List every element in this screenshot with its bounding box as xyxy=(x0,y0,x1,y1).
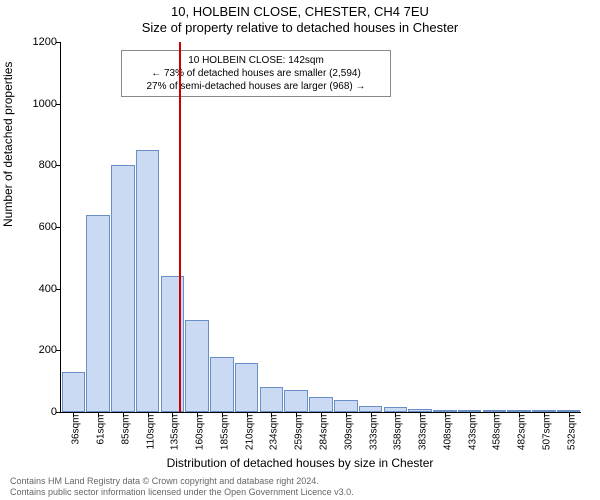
xtick-label: 532sqm xyxy=(566,415,577,451)
histogram-bar xyxy=(210,357,234,413)
xtick-label: 507sqm xyxy=(541,415,552,451)
xtick-label: 309sqm xyxy=(343,415,354,451)
xtick-label: 61sqm xyxy=(96,415,107,445)
xtick-label: 358sqm xyxy=(393,415,404,451)
ytick-label: 1200 xyxy=(27,36,57,48)
annotation-line2: ← 73% of detached houses are smaller (2,… xyxy=(128,67,384,80)
histogram-bar xyxy=(86,215,110,412)
title-address: 10, HOLBEIN CLOSE, CHESTER, CH4 7EU xyxy=(0,4,600,19)
xtick-label: 333sqm xyxy=(368,415,379,451)
x-axis-label: Distribution of detached houses by size … xyxy=(0,456,600,470)
footer-line1: Contains HM Land Registry data © Crown c… xyxy=(10,476,354,487)
ytick-label: 0 xyxy=(27,406,57,418)
xtick-label: 408sqm xyxy=(442,415,453,451)
plot-area: 10 HOLBEIN CLOSE: 142sqm ← 73% of detach… xyxy=(60,42,581,413)
xtick-label: 234sqm xyxy=(269,415,280,451)
xtick-label: 259sqm xyxy=(294,415,305,451)
histogram-bar xyxy=(334,400,358,412)
xtick-label: 110sqm xyxy=(145,415,156,450)
ytick-label: 400 xyxy=(27,283,57,295)
xtick-label: 135sqm xyxy=(170,415,181,451)
xtick-label: 210sqm xyxy=(244,415,255,451)
reference-line xyxy=(179,42,181,412)
ytick-label: 800 xyxy=(27,159,57,171)
xtick-label: 284sqm xyxy=(319,415,330,451)
histogram-bar xyxy=(284,390,308,412)
title-subtitle: Size of property relative to detached ho… xyxy=(0,20,600,35)
xtick-label: 36sqm xyxy=(71,415,82,445)
histogram-bar xyxy=(111,165,135,412)
annotation-line1: 10 HOLBEIN CLOSE: 142sqm xyxy=(128,54,384,67)
xtick-label: 458sqm xyxy=(492,415,503,451)
chart-container: 10, HOLBEIN CLOSE, CHESTER, CH4 7EU Size… xyxy=(0,0,600,500)
histogram-bar xyxy=(136,150,160,412)
histogram-bar xyxy=(185,320,209,413)
footer-line2: Contains public sector information licen… xyxy=(10,487,354,498)
xtick-label: 85sqm xyxy=(120,415,131,445)
annotation-box: 10 HOLBEIN CLOSE: 142sqm ← 73% of detach… xyxy=(121,50,391,97)
ytick-label: 600 xyxy=(27,221,57,233)
xtick-label: 433sqm xyxy=(467,415,478,451)
histogram-bar xyxy=(235,363,259,412)
y-axis-label: Number of detached properties xyxy=(1,62,15,227)
xtick-label: 482sqm xyxy=(517,415,528,451)
footer-attribution: Contains HM Land Registry data © Crown c… xyxy=(10,476,354,498)
annotation-line3: 27% of semi-detached houses are larger (… xyxy=(128,80,384,93)
xtick-label: 185sqm xyxy=(219,415,230,451)
histogram-bar xyxy=(62,372,86,412)
histogram-bar xyxy=(260,387,284,412)
histogram-bar xyxy=(309,397,333,412)
xtick-label: 383sqm xyxy=(418,415,429,451)
ytick-label: 1000 xyxy=(27,98,57,110)
xtick-label: 160sqm xyxy=(195,415,206,451)
ytick-label: 200 xyxy=(27,344,57,356)
